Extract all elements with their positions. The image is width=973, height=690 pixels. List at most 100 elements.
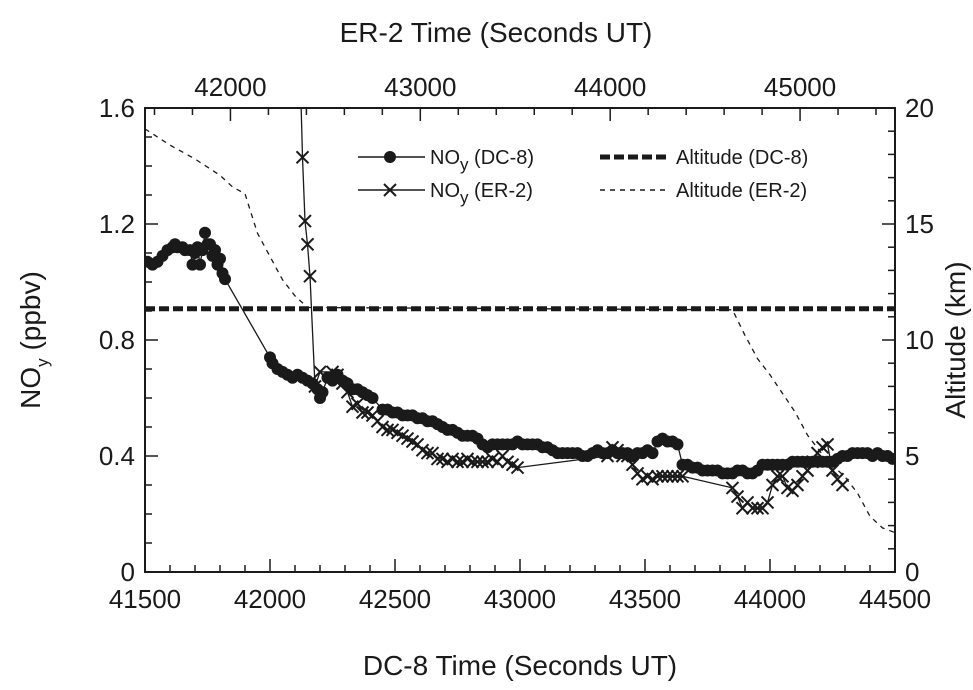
point-noy-dc8 — [646, 447, 659, 460]
point-noy-er2 — [430, 452, 445, 466]
legend-marker-noy-dc8 — [384, 151, 396, 163]
point-noy-dc8 — [219, 273, 231, 286]
legend-label-noy-er2: NOy (ER-2) — [430, 180, 533, 207]
point-noy-er2 — [835, 478, 850, 492]
point-noy-er2 — [600, 449, 615, 463]
point-noy-er2 — [760, 495, 775, 510]
point-noy-dc8 — [214, 252, 226, 265]
y-left-tick-label: 0.4 — [99, 441, 135, 471]
y-right-tick-label: 0 — [905, 557, 919, 587]
axis-ticks — [144, 107, 896, 573]
y-right-tick-label: 15 — [905, 209, 934, 239]
y-right-tick-label: 5 — [905, 441, 919, 471]
y-left-title-unit: (ppbv) — [15, 271, 46, 358]
x-bottom-tick-label: 44000 — [734, 584, 806, 614]
series-layer — [145, 108, 895, 534]
point-noy-er2 — [650, 469, 665, 484]
legend-noy-dc8-main: NO — [430, 147, 460, 169]
legend-noy-er2-main: NO — [430, 180, 460, 202]
legend-noy-dc8-sub: y — [460, 155, 469, 174]
y-left-tick-label: 0 — [121, 557, 135, 587]
point-noy-er2 — [775, 469, 790, 484]
legend-label-alt-er2: Altitude (ER-2) — [676, 180, 807, 202]
point-noy-er2 — [725, 481, 740, 495]
point-noy-er2 — [510, 460, 525, 475]
plot-frame — [144, 107, 896, 573]
x-bottom-tick-label: 43000 — [484, 584, 556, 614]
x-bottom-tick-label: 42500 — [359, 584, 431, 614]
point-noy-er2 — [665, 469, 680, 484]
point-noy-dc8 — [886, 452, 895, 465]
point-noy-er2 — [308, 379, 322, 394]
point-noy-er2 — [475, 455, 490, 469]
tick-labels: 41500 42000 42500 43000 43500 44000 44500 42000… — [99, 72, 934, 614]
point-noy-er2 — [770, 469, 785, 484]
point-noy-er2 — [335, 376, 350, 391]
point-noy-er2 — [330, 368, 345, 382]
x-top-tick-label: 45000 — [764, 72, 836, 102]
point-noy-er2 — [298, 214, 312, 228]
point-noy-er2 — [660, 469, 675, 484]
point-noy-er2 — [295, 150, 310, 165]
point-noy-er2 — [820, 437, 835, 452]
x-top-tick-label: 42000 — [194, 72, 266, 102]
point-noy-er2 — [300, 237, 315, 252]
y-left-title-sub: y — [33, 358, 52, 367]
x-top-tick-label: 43000 — [384, 72, 456, 102]
point-noy-dc8 — [209, 244, 221, 257]
point-noy-er2 — [465, 455, 480, 469]
y-left-tick-label: 1.6 — [99, 93, 135, 123]
legend: NOy (DC-8) NOy (ER-2) Altitude (DC-8) Al… — [358, 147, 808, 207]
point-noy-er2 — [303, 269, 317, 283]
point-noy-er2 — [355, 405, 370, 420]
legend-noy-er2-suffix: (ER-2) — [469, 180, 533, 202]
x-bottom-tick-label: 44500 — [859, 584, 931, 614]
point-noy-er2 — [670, 469, 685, 484]
point-noy-er2 — [790, 478, 805, 492]
legend-label-alt-dc8: Altitude (DC-8) — [676, 147, 808, 169]
point-noy-dc8 — [366, 392, 379, 404]
y-left-tick-label: 0.8 — [99, 325, 135, 355]
point-noy-er2 — [313, 365, 327, 379]
legend-marker-noy-er2 — [383, 183, 397, 197]
x-bottom-tick-label: 42000 — [234, 584, 306, 614]
legend-noy-er2-sub: y — [460, 188, 469, 207]
point-noy-er2 — [675, 469, 690, 484]
point-noy-er2 — [750, 501, 765, 515]
y-right-tick-label: 10 — [905, 325, 934, 355]
point-noy-er2 — [800, 463, 815, 478]
x-top-axis-title: ER-2 Time (Seconds UT) — [340, 17, 653, 48]
y-right-axis-title: Altitude (km) — [940, 261, 971, 418]
y-left-axis-title: NOy (ppbv) — [15, 271, 52, 409]
point-noy-er2 — [470, 455, 485, 469]
point-noy-er2 — [340, 385, 355, 399]
legend-noy-dc8-suffix: (DC-8) — [469, 147, 535, 169]
point-noy-er2 — [825, 463, 840, 478]
point-noy-dc8 — [316, 386, 329, 399]
point-noy-er2 — [625, 457, 640, 472]
y-left-title-main: NO — [15, 367, 46, 409]
point-noy-er2 — [805, 455, 820, 469]
point-noy-er2 — [380, 423, 395, 437]
x-top-tick-label: 44000 — [574, 72, 646, 102]
point-noy-er2 — [655, 469, 670, 484]
point-noy-er2 — [730, 489, 745, 504]
x-bottom-axis-title: DC-8 Time (Seconds UT) — [363, 650, 677, 681]
point-noy-dc8 — [199, 226, 211, 239]
point-noy-er2 — [745, 501, 760, 515]
series-clip-group — [145, 108, 895, 534]
y-left-tick-label: 1.2 — [99, 209, 135, 239]
legend-label-noy-dc8: NOy (DC-8) — [430, 147, 534, 174]
point-noy-dc8 — [671, 438, 684, 451]
point-noy-er2 — [620, 449, 635, 463]
point-noy-er2 — [450, 455, 465, 469]
point-noy-dc8 — [194, 258, 206, 271]
x-bottom-tick-label: 43500 — [609, 584, 681, 614]
x-bottom-tick-label: 41500 — [109, 584, 181, 614]
series-line-alt_er2 — [145, 128, 895, 534]
series-line-noy_er2 — [300, 108, 843, 510]
y-right-tick-label: 20 — [905, 93, 934, 123]
point-noy-er2 — [420, 446, 435, 460]
